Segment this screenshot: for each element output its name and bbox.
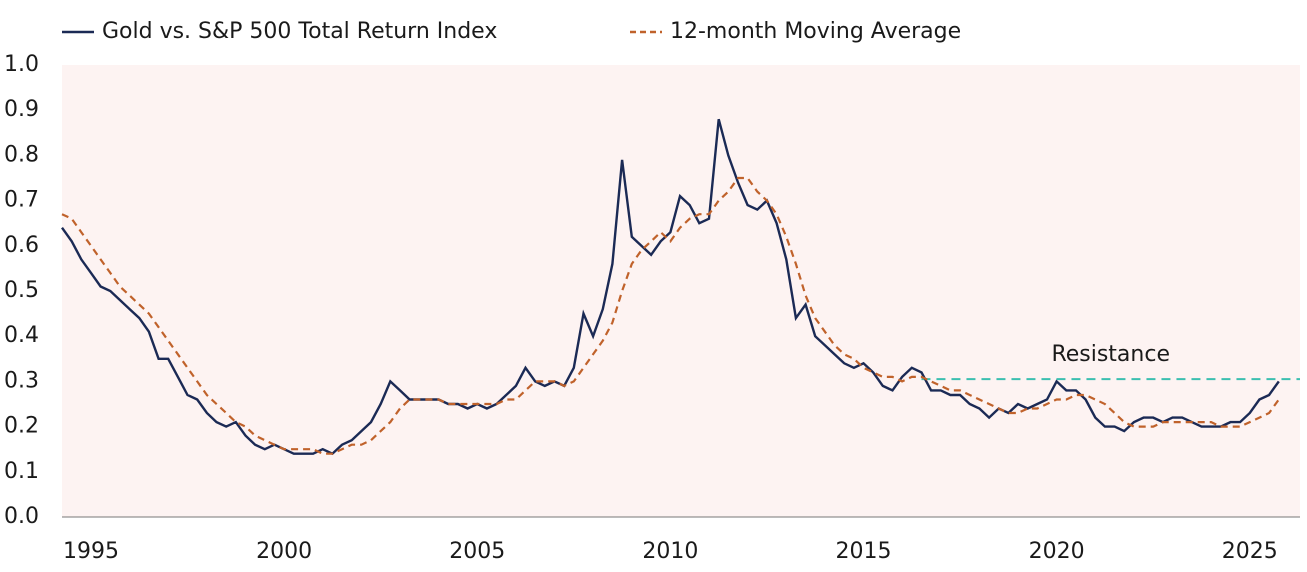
annotation-label: Resistance — [1051, 342, 1170, 367]
y-tick-label: 0.8 — [4, 142, 39, 167]
x-tick-label: 2015 — [836, 539, 892, 564]
plot-background — [62, 65, 1300, 517]
y-tick-label: 0.4 — [4, 323, 39, 348]
x-tick-label: 2000 — [256, 539, 312, 564]
y-tick-label: 0.6 — [4, 233, 39, 258]
x-tick-label: 2010 — [642, 539, 698, 564]
y-tick-label: 0.5 — [4, 278, 39, 303]
x-tick-label: 2020 — [1029, 539, 1085, 564]
y-tick-label: 0.0 — [4, 504, 39, 529]
x-tick-label: 2005 — [449, 539, 505, 564]
legend-label: Gold vs. S&P 500 Total Return Index — [102, 19, 497, 44]
series-line — [61, 176, 1280, 455]
y-tick-label: 0.7 — [4, 188, 39, 213]
x-tick-label: 2025 — [1222, 539, 1278, 564]
y-tick-label: 0.2 — [4, 414, 39, 439]
legend-label: 12-month Moving Average — [670, 19, 961, 44]
series-line — [61, 118, 1280, 456]
y-tick-label: 0.9 — [4, 97, 39, 122]
y-tick-label: 0.1 — [4, 459, 39, 484]
y-tick-label: 0.3 — [4, 368, 39, 393]
x-tick-label: 1995 — [63, 539, 119, 564]
y-tick-label: 1.0 — [4, 52, 39, 77]
